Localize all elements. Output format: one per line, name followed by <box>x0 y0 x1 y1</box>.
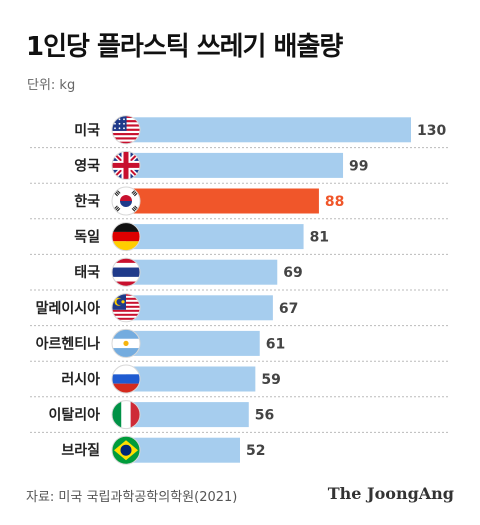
bar <box>126 152 344 178</box>
value-label: 52 <box>246 443 265 459</box>
bar <box>126 437 240 463</box>
category-label: 태국 <box>74 265 100 281</box>
bar-row: 태국 69 <box>30 257 450 291</box>
flag-kr-icon <box>111 186 141 216</box>
flag-de-icon <box>111 222 141 252</box>
bar-row: 말레이시아 67 <box>30 293 450 327</box>
flag-th-icon <box>111 257 141 287</box>
bar <box>126 330 260 356</box>
bar <box>126 224 304 250</box>
category-label: 영국 <box>74 157 100 174</box>
category-label: 독일 <box>74 230 100 246</box>
category-label: 이탈리아 <box>48 407 100 424</box>
bar-chart: 미국 130 영국 99 한국 88 독일 81 태국 69 말레이시아 67 아르헨티나 61 러시아 59… <box>30 115 450 465</box>
category-label: 러시아 <box>61 371 100 388</box>
bar <box>126 402 249 428</box>
brand-logo: The JoongAng <box>327 484 454 503</box>
value-label: 61 <box>266 336 285 352</box>
bar-row: 독일 81 <box>30 222 450 255</box>
value-label: 81 <box>310 230 329 246</box>
bar-row: 아르헨티나 61 <box>30 328 450 362</box>
value-label: 130 <box>417 123 446 139</box>
value-label: 88 <box>325 194 344 210</box>
bar-row: 미국 130 <box>30 115 450 149</box>
flag-ru-icon <box>111 364 141 394</box>
flag-us-icon <box>111 115 141 145</box>
bar <box>126 259 278 285</box>
bar <box>126 366 256 392</box>
bar <box>126 188 319 214</box>
category-label: 미국 <box>74 123 100 139</box>
source-note: 자료: 미국 국립과학공학의학원(2021) <box>26 490 238 505</box>
category-label: 브라질 <box>61 443 100 459</box>
flag-it-icon <box>111 400 141 430</box>
flag-my-icon <box>111 293 141 323</box>
value-label: 59 <box>261 372 280 388</box>
category-label: 한국 <box>74 194 100 210</box>
bar-row: 러시아 59 <box>30 364 450 398</box>
value-label: 99 <box>349 158 368 174</box>
chart-title: 1인당 플라스틱 쓰레기 배출량 <box>26 32 343 62</box>
flag-uk-icon <box>111 150 141 180</box>
bar-row: 이탈리아 56 <box>30 400 450 433</box>
unit-label: 단위: kg <box>27 78 76 93</box>
bar <box>126 117 411 143</box>
value-label: 56 <box>255 408 274 424</box>
value-label: 67 <box>279 301 298 317</box>
category-label: 아르헨티나 <box>36 335 101 352</box>
category-label: 말레이시아 <box>36 300 101 317</box>
flag-ar-icon <box>111 328 141 358</box>
bar-row: 영국 99 <box>30 150 450 184</box>
value-label: 69 <box>283 265 302 281</box>
bar-row: 브라질 52 <box>61 435 265 465</box>
bar-row: 한국 88 <box>30 186 450 220</box>
bar <box>126 295 273 321</box>
flag-br-icon <box>111 435 141 465</box>
